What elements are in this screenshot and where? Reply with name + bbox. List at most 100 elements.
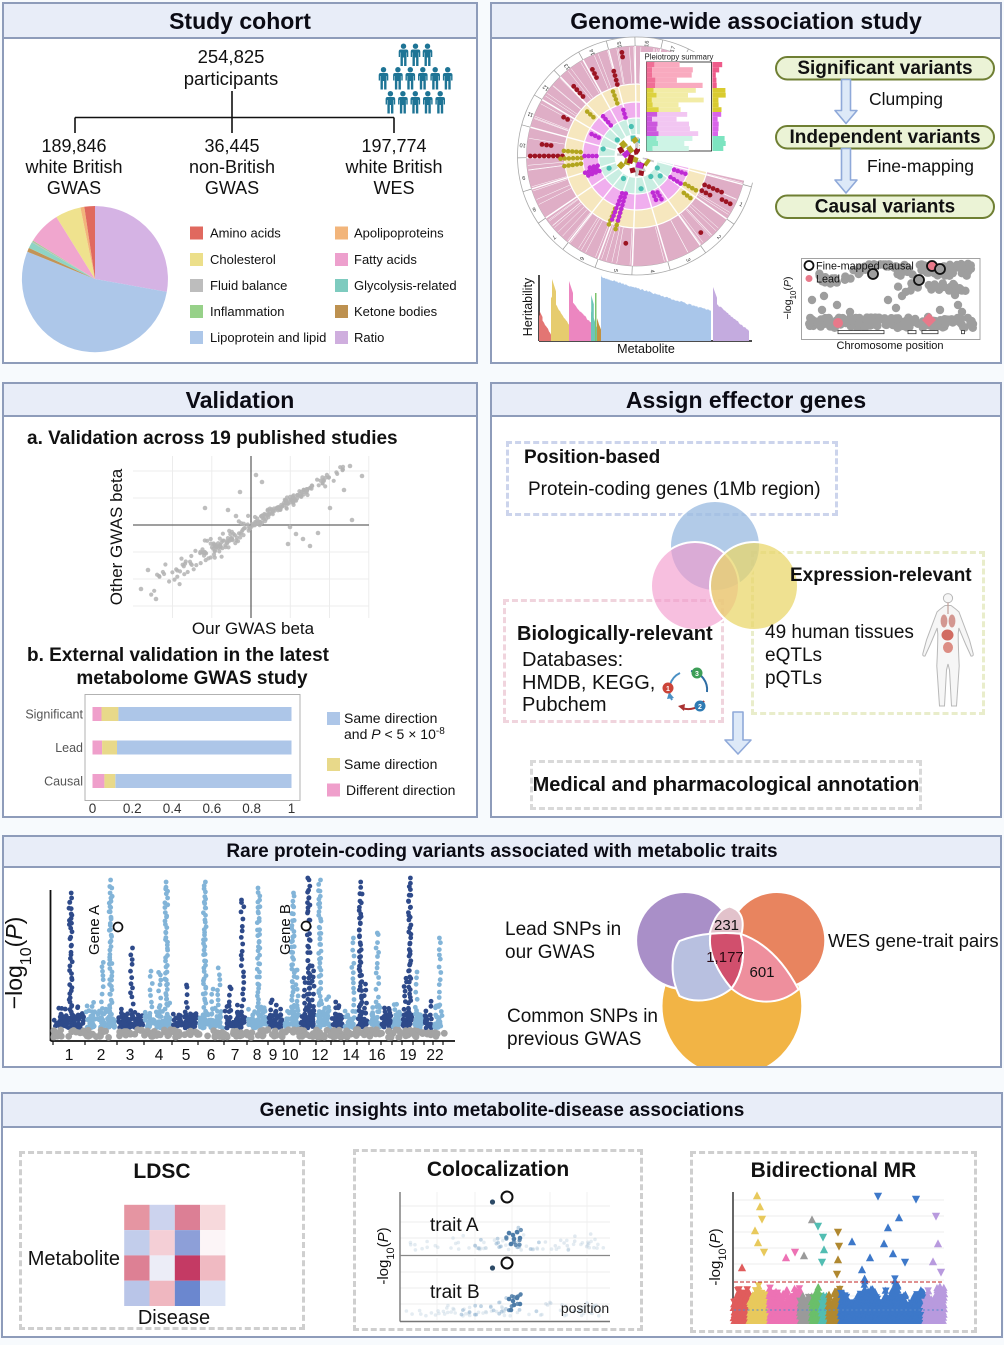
svg-text:7: 7 <box>231 1047 240 1064</box>
svg-text:Same direction: Same direction <box>344 756 437 772</box>
svg-text:WES: WES <box>373 178 414 198</box>
svg-text:Significant: Significant <box>25 708 83 722</box>
svg-text:2: 2 <box>97 1047 106 1064</box>
svg-text:601: 601 <box>749 964 774 981</box>
svg-text:0.6: 0.6 <box>203 801 222 816</box>
svg-text:Common SNPs in: Common SNPs in <box>507 1006 658 1027</box>
svg-text:1: 1 <box>288 801 296 816</box>
svg-text:1: 1 <box>65 1047 74 1064</box>
svg-text:Gene A: Gene A <box>86 905 103 955</box>
svg-text:Metabolite: Metabolite <box>617 342 675 356</box>
svg-text:Fatty acids: Fatty acids <box>354 252 417 267</box>
svg-text:Other GWAS beta: Other GWAS beta <box>107 468 126 605</box>
svg-text:metabolome GWAS study: metabolome GWAS study <box>76 668 308 689</box>
svg-text:0: 0 <box>89 801 97 816</box>
svg-text:10: 10 <box>519 141 526 148</box>
svg-text:5: 5 <box>182 1047 191 1064</box>
svg-text:−log10(P): −log10(P) <box>782 276 798 319</box>
svg-text:189,846: 189,846 <box>41 136 106 156</box>
svg-text:0.8: 0.8 <box>242 801 261 816</box>
svg-text:white British: white British <box>24 157 122 177</box>
svg-text:0.2: 0.2 <box>123 801 142 816</box>
svg-text:Inflammation: Inflammation <box>210 304 284 319</box>
svg-text:3: 3 <box>684 258 691 263</box>
svg-text:0.4: 0.4 <box>163 801 182 816</box>
svg-text:Heritability: Heritability <box>521 277 535 336</box>
svg-text:trait A: trait A <box>430 1215 479 1236</box>
svg-text:Fine-mapping: Fine-mapping <box>867 156 974 176</box>
svg-text:19: 19 <box>399 1047 416 1064</box>
svg-text:12: 12 <box>542 83 551 92</box>
svg-text:254,825: 254,825 <box>198 46 265 67</box>
svg-text:5: 5 <box>612 268 618 272</box>
svg-text:7: 7 <box>550 233 556 240</box>
svg-text:Lead: Lead <box>55 741 83 755</box>
svg-text:36,445: 36,445 <box>204 136 259 156</box>
svg-text:GWAS: GWAS <box>205 178 259 198</box>
svg-text:-log10(P): -log10(P) <box>707 1228 729 1285</box>
svg-text:Our GWAS beta: Our GWAS beta <box>192 619 315 638</box>
svg-text:2: 2 <box>715 234 721 240</box>
svg-text:12: 12 <box>311 1047 328 1064</box>
svg-text:1: 1 <box>666 686 670 693</box>
svg-text:6: 6 <box>207 1047 216 1064</box>
svg-text:9: 9 <box>522 174 526 180</box>
svg-text:our GWAS: our GWAS <box>505 942 595 963</box>
svg-text:Same direction: Same direction <box>344 710 437 726</box>
svg-text:Gene B: Gene B <box>277 904 294 955</box>
svg-text:Fine-mapped causal: Fine-mapped causal <box>816 261 914 273</box>
svg-text:Chromosome position: Chromosome position <box>837 340 944 352</box>
svg-text:6: 6 <box>578 255 585 261</box>
svg-text:4: 4 <box>155 1047 164 1064</box>
svg-text:8: 8 <box>253 1047 262 1064</box>
svg-text:Clumping: Clumping <box>869 89 943 109</box>
svg-text:Lead SNPs in: Lead SNPs in <box>505 919 621 940</box>
svg-text:11: 11 <box>527 110 535 118</box>
svg-text:14: 14 <box>342 1047 360 1064</box>
svg-text:Different direction: Different direction <box>346 782 455 798</box>
svg-text:position: position <box>561 1300 609 1316</box>
svg-text:Apolipoproteins: Apolipoproteins <box>354 226 444 241</box>
svg-text:231: 231 <box>714 917 739 934</box>
svg-text:trait B: trait B <box>430 1282 480 1303</box>
svg-text:10: 10 <box>281 1047 299 1064</box>
svg-text:Metabolite: Metabolite <box>28 1248 120 1270</box>
svg-text:Lead: Lead <box>816 274 840 286</box>
svg-text:Causal: Causal <box>44 775 83 789</box>
svg-text:−log10(P): −log10(P) <box>1 917 35 1010</box>
svg-text:Cholesterol: Cholesterol <box>210 252 276 267</box>
svg-text:22: 22 <box>426 1047 443 1064</box>
svg-text:Pleiotropy summary: Pleiotropy summary <box>645 53 714 62</box>
svg-text:WES gene-trait pairs: WES gene-trait pairs <box>828 930 999 951</box>
svg-text:a. Validation across 19 publis: a. Validation across 19 published studie… <box>27 428 398 449</box>
svg-text:1: 1 <box>738 202 743 209</box>
svg-text:Glycolysis-related: Glycolysis-related <box>354 278 457 293</box>
svg-text:16: 16 <box>644 40 651 47</box>
svg-text:14: 14 <box>589 48 597 56</box>
svg-text:non-British: non-British <box>189 157 275 177</box>
svg-text:-log10(P): -log10(P) <box>375 1227 397 1284</box>
svg-text:participants: participants <box>184 68 279 89</box>
svg-text:Amino acids: Amino acids <box>210 226 281 241</box>
svg-text:Significant variants: Significant variants <box>797 58 972 79</box>
svg-text:2: 2 <box>698 704 702 711</box>
svg-text:GWAS: GWAS <box>47 178 101 198</box>
svg-text:Fluid balance: Fluid balance <box>210 278 287 293</box>
svg-text:b. External validation in the: b. External validation in the latest <box>27 645 330 666</box>
svg-text:previous GWAS: previous GWAS <box>507 1029 641 1050</box>
svg-text:Ratio: Ratio <box>354 330 384 345</box>
svg-text:17: 17 <box>670 46 678 54</box>
svg-text:Lipoprotein and lipid: Lipoprotein and lipid <box>210 330 326 345</box>
svg-text:1,177: 1,177 <box>706 949 744 966</box>
svg-text:Disease: Disease <box>138 1307 210 1329</box>
svg-text:4: 4 <box>649 269 655 273</box>
svg-text:3: 3 <box>695 671 699 678</box>
svg-text:Ketone bodies: Ketone bodies <box>354 304 438 319</box>
svg-text:and P < 5 × 10-8: and P < 5 × 10-8 <box>344 726 445 743</box>
svg-text:16: 16 <box>368 1047 385 1064</box>
svg-text:3: 3 <box>126 1047 135 1064</box>
svg-text:Independent variants: Independent variants <box>789 127 980 148</box>
svg-text:Causal variants: Causal variants <box>815 197 955 218</box>
svg-text:white British: white British <box>344 157 442 177</box>
svg-text:15: 15 <box>617 41 624 48</box>
